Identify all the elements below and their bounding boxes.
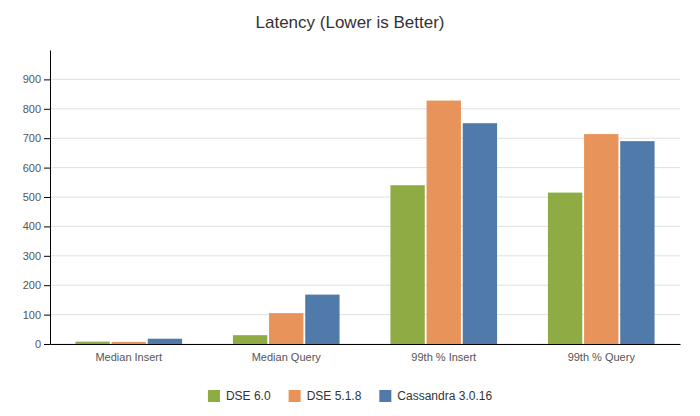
legend: DSE 6.0 DSE 5.1.8 Cassandra 3.0.16 (208, 389, 492, 403)
y-tick-label: 700 (23, 132, 41, 144)
y-tick: 500 (23, 191, 50, 203)
y-axis: 0 100 200 300 400 500 600 700 800 900 (23, 51, 51, 351)
chart-container: Latency (Lower is Better) 0 100 200 300 400 50… (0, 0, 700, 416)
bar (269, 313, 303, 344)
bar-series (148, 123, 655, 344)
bar (75, 342, 109, 344)
y-tick-label: 500 (23, 191, 41, 203)
chart: Latency (Lower is Better) 0 100 200 300 400 50… (0, 0, 700, 416)
y-tick-label: 100 (23, 309, 41, 321)
y-tick-mark (44, 109, 50, 110)
y-tick: 800 (23, 103, 50, 115)
y-tick: 100 (23, 309, 50, 321)
y-tick-mark (44, 315, 50, 316)
axis-line (51, 344, 681, 345)
legend-swatch (379, 390, 391, 402)
legend-label: Cassandra 3.0.16 (397, 389, 492, 403)
y-tick: 900 (23, 73, 50, 85)
x-tick: Median Query (252, 351, 322, 363)
y-tick-label: 800 (23, 103, 41, 115)
y-tick-mark (44, 256, 50, 257)
bar (148, 339, 182, 344)
x-tick-label: Median Query (252, 351, 322, 363)
y-tick-label: 400 (23, 220, 41, 232)
y-tick-mark (44, 197, 50, 198)
y-tick-mark (44, 285, 50, 286)
grid-line (50, 108, 680, 109)
y-tick-label: 600 (23, 162, 41, 174)
axis-line (50, 51, 51, 345)
bar (463, 123, 497, 344)
bar (390, 185, 424, 344)
bar (620, 141, 654, 344)
x-tick: Median Insert (95, 351, 162, 363)
y-tick-mark (44, 168, 50, 169)
legend-item: DSE 5.1.8 (289, 389, 362, 403)
grid-line (50, 79, 680, 80)
y-tick: 300 (23, 250, 50, 262)
y-tick-label: 200 (23, 279, 41, 291)
y-tick-label: 0 (35, 338, 41, 350)
legend-item: Cassandra 3.0.16 (379, 389, 492, 403)
y-tick-label: 300 (23, 250, 41, 262)
y-tick-label: 900 (23, 73, 41, 85)
x-tick: 99th % Query (568, 351, 636, 363)
title: Latency (Lower is Better) (256, 13, 445, 32)
legend-label: DSE 5.1.8 (307, 389, 362, 403)
bar (427, 101, 461, 344)
bars (75, 101, 654, 344)
bar (112, 342, 146, 344)
legend-swatch (289, 390, 301, 402)
x-tick-label: 99th % Query (568, 351, 636, 363)
y-tick: 600 (23, 162, 50, 174)
y-tick-mark (44, 344, 50, 345)
bar-series (75, 185, 582, 344)
legend-label: DSE 6.0 (226, 389, 271, 403)
y-tick-mark (44, 79, 50, 80)
x-tick-label: Median Insert (95, 351, 162, 363)
x-tick: 99th % Insert (411, 351, 476, 363)
legend-item: DSE 6.0 (208, 389, 271, 403)
bar (305, 295, 339, 344)
y-tick-mark (44, 226, 50, 227)
y-tick-mark (44, 138, 50, 139)
plot: 0 100 200 300 400 500 600 700 800 900 Median Inser… (23, 51, 681, 363)
bar (548, 193, 582, 344)
y-tick: 400 (23, 220, 50, 232)
x-tick-label: 99th % Insert (411, 351, 476, 363)
x-axis: Median Insert Median Query 99th % Insert 99… (51, 345, 681, 363)
y-tick: 200 (23, 279, 50, 291)
bar-series (112, 101, 619, 344)
bar (233, 335, 267, 344)
bar (584, 134, 618, 344)
legend-swatch (208, 390, 220, 402)
grid (50, 79, 680, 344)
y-tick: 700 (23, 132, 50, 144)
y-tick: 0 (35, 338, 50, 350)
